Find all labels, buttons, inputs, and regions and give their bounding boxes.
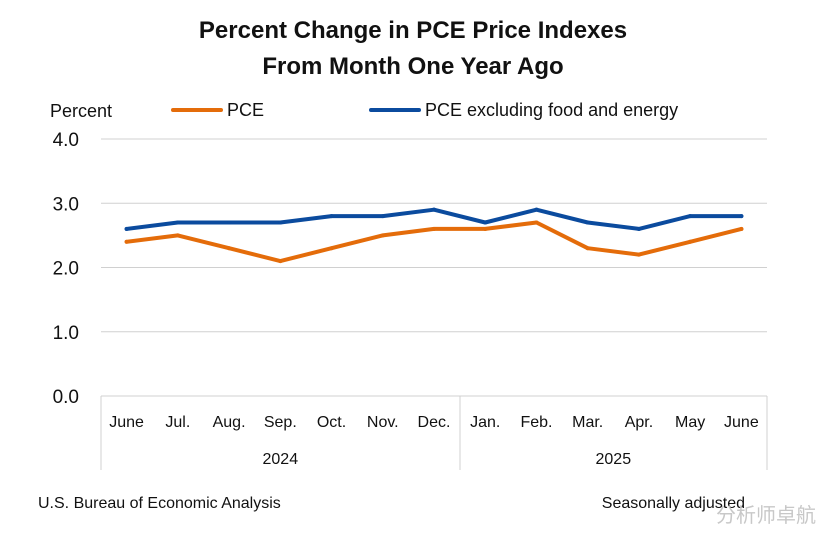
data-point xyxy=(585,220,590,225)
x-tick-label: Jan. xyxy=(470,414,500,431)
x-tick-label: Nov. xyxy=(367,414,399,431)
data-point xyxy=(688,214,693,219)
data-point xyxy=(175,220,180,225)
data-point xyxy=(636,252,641,257)
legend-label: PCE xyxy=(227,100,264,120)
chart-title-line-1: Percent Change in PCE Price Indexes xyxy=(199,17,627,44)
data-point xyxy=(278,259,283,264)
data-point xyxy=(534,220,539,225)
y-tick-label: 1.0 xyxy=(53,323,79,344)
data-point xyxy=(483,220,488,225)
x-tick-label: Aug. xyxy=(213,414,246,431)
y-tick-label: 0.0 xyxy=(53,387,79,408)
data-point xyxy=(636,226,641,231)
y-tick-label: 2.0 xyxy=(53,259,79,280)
data-point xyxy=(227,246,232,251)
data-point xyxy=(483,226,488,231)
source-note: U.S. Bureau of Economic Analysis xyxy=(38,495,281,512)
x-tick-label: May xyxy=(675,414,705,431)
x-tick-label: Jul. xyxy=(165,414,190,431)
x-tick-label: Apr. xyxy=(625,414,653,431)
data-point xyxy=(739,226,744,231)
series-lines xyxy=(124,207,744,264)
data-point xyxy=(175,233,180,238)
series-line-core-pce xyxy=(124,207,744,231)
adjustment-note: Seasonally adjusted xyxy=(602,495,745,512)
data-point xyxy=(585,246,590,251)
gridlines xyxy=(101,138,767,397)
chart-title-line-2: From Month One Year Ago xyxy=(262,53,563,80)
y-tick-labels: 0.0 1.0 2.0 3.0 4.0 xyxy=(53,130,79,408)
data-point xyxy=(227,220,232,225)
data-point xyxy=(329,246,334,251)
data-point xyxy=(380,233,385,238)
x-tick-label: Oct. xyxy=(317,414,346,431)
data-point xyxy=(534,207,539,212)
x-tick-label: Sep. xyxy=(264,414,297,431)
x-tick-label: Dec. xyxy=(418,414,451,431)
data-point xyxy=(688,239,693,244)
legend-label: PCE excluding food and energy xyxy=(425,100,678,120)
x-axis: June Jul. Aug. Sep. Oct. Nov. Dec. Jan. Feb. Mar.… xyxy=(100,395,768,470)
x-tick-label: Mar. xyxy=(572,414,603,431)
data-point xyxy=(278,220,283,225)
x-tick-label: June xyxy=(109,414,144,431)
x-tick-label: June xyxy=(724,414,759,431)
data-point xyxy=(380,214,385,219)
data-point xyxy=(432,207,436,212)
legend: PCE PCE excluding food and energy xyxy=(171,100,678,120)
y-tick-label: 3.0 xyxy=(53,194,79,215)
data-point xyxy=(329,214,334,219)
data-point xyxy=(124,239,129,244)
year-label: 2025 xyxy=(596,451,632,468)
watermark: 分析师卓航 xyxy=(716,504,816,527)
y-axis-label: Percent xyxy=(50,101,112,121)
y-tick-label: 4.0 xyxy=(53,130,79,151)
year-label: 2024 xyxy=(263,451,299,468)
x-tick-label: Feb. xyxy=(520,414,552,431)
data-point xyxy=(739,214,744,219)
data-point xyxy=(124,226,129,231)
data-point xyxy=(432,226,436,231)
